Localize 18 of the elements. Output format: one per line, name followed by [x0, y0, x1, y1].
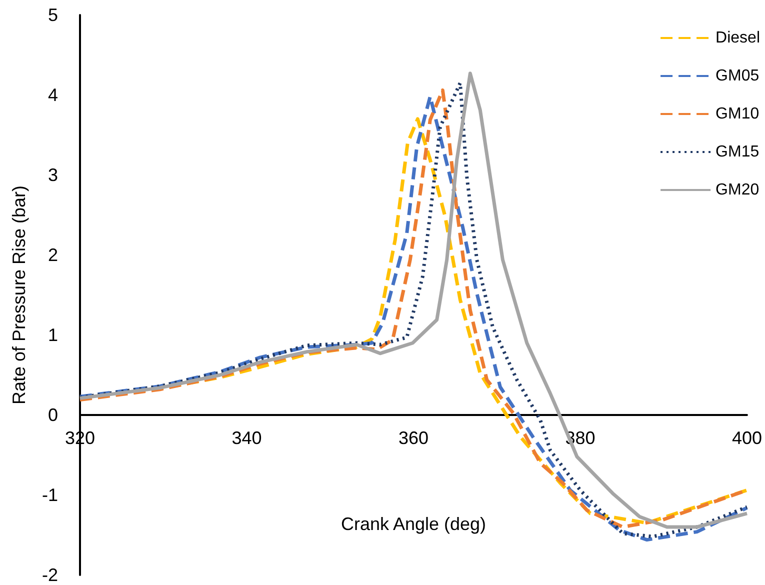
y-tick-label: 1: [48, 325, 58, 345]
legend-label: Diesel: [716, 30, 760, 46]
y-tick-label: 3: [48, 165, 58, 185]
x-axis-title: Crank Angle (deg): [340, 514, 486, 534]
y-tick-label: 0: [48, 405, 58, 425]
y-tick-label: 4: [48, 85, 58, 105]
x-tick-label: 340: [232, 428, 262, 448]
y-tick-label: -2: [42, 565, 58, 585]
legend-label: GM20: [716, 182, 760, 198]
y-tick-label: 5: [48, 5, 58, 25]
y-axis-title: Rate of Pressure Rise (bar): [9, 185, 29, 405]
y-tick-label: -1: [42, 485, 58, 505]
x-tick-label: 400: [732, 428, 762, 448]
legend-label: GM15: [716, 144, 760, 160]
x-tick-label: 360: [398, 428, 429, 448]
y-tick-label: 2: [48, 245, 58, 265]
legend-label: GM05: [716, 68, 760, 84]
legend-label: GM10: [716, 106, 760, 122]
